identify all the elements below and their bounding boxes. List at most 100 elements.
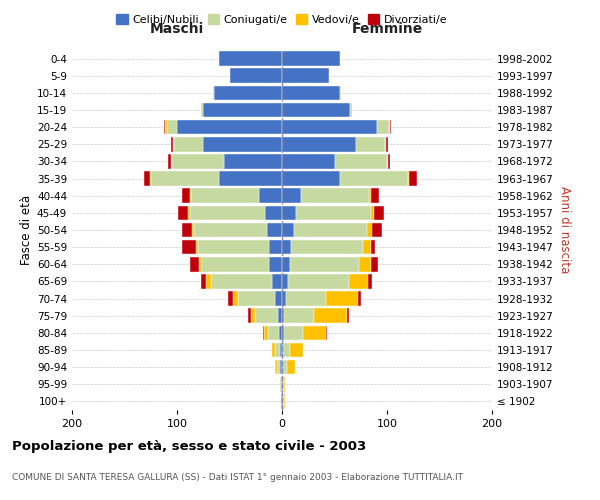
- Bar: [283, 342, 290, 357]
- Bar: [248, 308, 251, 323]
- Bar: [263, 326, 264, 340]
- Bar: [201, 102, 203, 118]
- Bar: [335, 154, 387, 168]
- Bar: [278, 308, 282, 323]
- Bar: [282, 137, 355, 152]
- Bar: [409, 172, 418, 186]
- Bar: [166, 120, 167, 134]
- Bar: [347, 308, 349, 323]
- Bar: [150, 172, 151, 186]
- Bar: [201, 274, 206, 288]
- Bar: [326, 292, 358, 306]
- Bar: [282, 52, 340, 66]
- Text: COMUNE DI SANTA TERESA GALLURA (SS) - Dati ISTAT 1° gennaio 2003 - Elaborazione : COMUNE DI SANTA TERESA GALLURA (SS) - Da…: [12, 473, 463, 482]
- Bar: [271, 274, 282, 288]
- Bar: [279, 326, 282, 340]
- Bar: [282, 206, 296, 220]
- Bar: [194, 222, 268, 238]
- Bar: [203, 137, 282, 152]
- Bar: [377, 120, 389, 134]
- Bar: [284, 394, 285, 408]
- Bar: [371, 257, 377, 272]
- Bar: [283, 394, 284, 408]
- Bar: [408, 172, 409, 186]
- Bar: [275, 342, 280, 357]
- Bar: [290, 257, 359, 272]
- Bar: [284, 326, 303, 340]
- Bar: [282, 274, 289, 288]
- Bar: [283, 377, 284, 392]
- Bar: [198, 240, 269, 254]
- Bar: [203, 102, 282, 118]
- Bar: [296, 206, 371, 220]
- Bar: [282, 394, 283, 408]
- Bar: [388, 154, 390, 168]
- Bar: [167, 120, 177, 134]
- Bar: [371, 206, 374, 220]
- Bar: [275, 360, 277, 374]
- Bar: [255, 308, 278, 323]
- Bar: [192, 222, 194, 238]
- Bar: [265, 206, 282, 220]
- Bar: [268, 222, 282, 238]
- Bar: [293, 222, 367, 238]
- Text: Femmine: Femmine: [352, 22, 422, 36]
- Bar: [290, 342, 303, 357]
- Bar: [303, 326, 326, 340]
- Bar: [282, 68, 329, 83]
- Bar: [359, 257, 371, 272]
- Bar: [199, 257, 201, 272]
- Bar: [191, 188, 259, 203]
- Bar: [224, 154, 282, 168]
- Bar: [282, 342, 283, 357]
- Bar: [264, 326, 268, 340]
- Bar: [282, 240, 292, 254]
- Bar: [350, 102, 352, 118]
- Bar: [368, 274, 372, 288]
- Bar: [277, 360, 280, 374]
- Bar: [340, 172, 408, 186]
- Bar: [219, 52, 282, 66]
- Bar: [229, 292, 233, 306]
- Bar: [282, 360, 283, 374]
- Bar: [284, 308, 314, 323]
- Bar: [174, 137, 203, 152]
- Bar: [282, 120, 377, 134]
- Bar: [251, 308, 254, 323]
- Bar: [182, 222, 192, 238]
- Bar: [386, 137, 388, 152]
- Bar: [355, 137, 385, 152]
- Bar: [387, 154, 388, 168]
- Bar: [178, 206, 187, 220]
- Bar: [282, 154, 335, 168]
- Bar: [259, 188, 282, 203]
- Bar: [233, 292, 238, 306]
- Bar: [280, 377, 281, 392]
- Bar: [349, 274, 368, 288]
- Bar: [167, 154, 171, 168]
- Bar: [201, 257, 269, 272]
- Bar: [206, 274, 211, 288]
- Bar: [145, 172, 150, 186]
- Bar: [229, 68, 282, 83]
- Bar: [282, 188, 301, 203]
- Bar: [371, 240, 376, 254]
- Bar: [280, 342, 282, 357]
- Bar: [188, 206, 190, 220]
- Bar: [196, 240, 198, 254]
- Bar: [389, 120, 390, 134]
- Bar: [190, 206, 265, 220]
- Bar: [212, 86, 214, 100]
- Bar: [367, 222, 372, 238]
- Legend: Celibi/Nubili, Coniugati/e, Vedovi/e, Divorziati/e: Celibi/Nubili, Coniugati/e, Vedovi/e, Di…: [113, 10, 451, 28]
- Bar: [282, 326, 284, 340]
- Bar: [283, 360, 287, 374]
- Bar: [326, 326, 327, 340]
- Bar: [301, 188, 369, 203]
- Bar: [271, 342, 275, 357]
- Bar: [151, 172, 219, 186]
- Bar: [190, 257, 199, 272]
- Bar: [369, 188, 371, 203]
- Bar: [177, 120, 282, 134]
- Bar: [268, 326, 279, 340]
